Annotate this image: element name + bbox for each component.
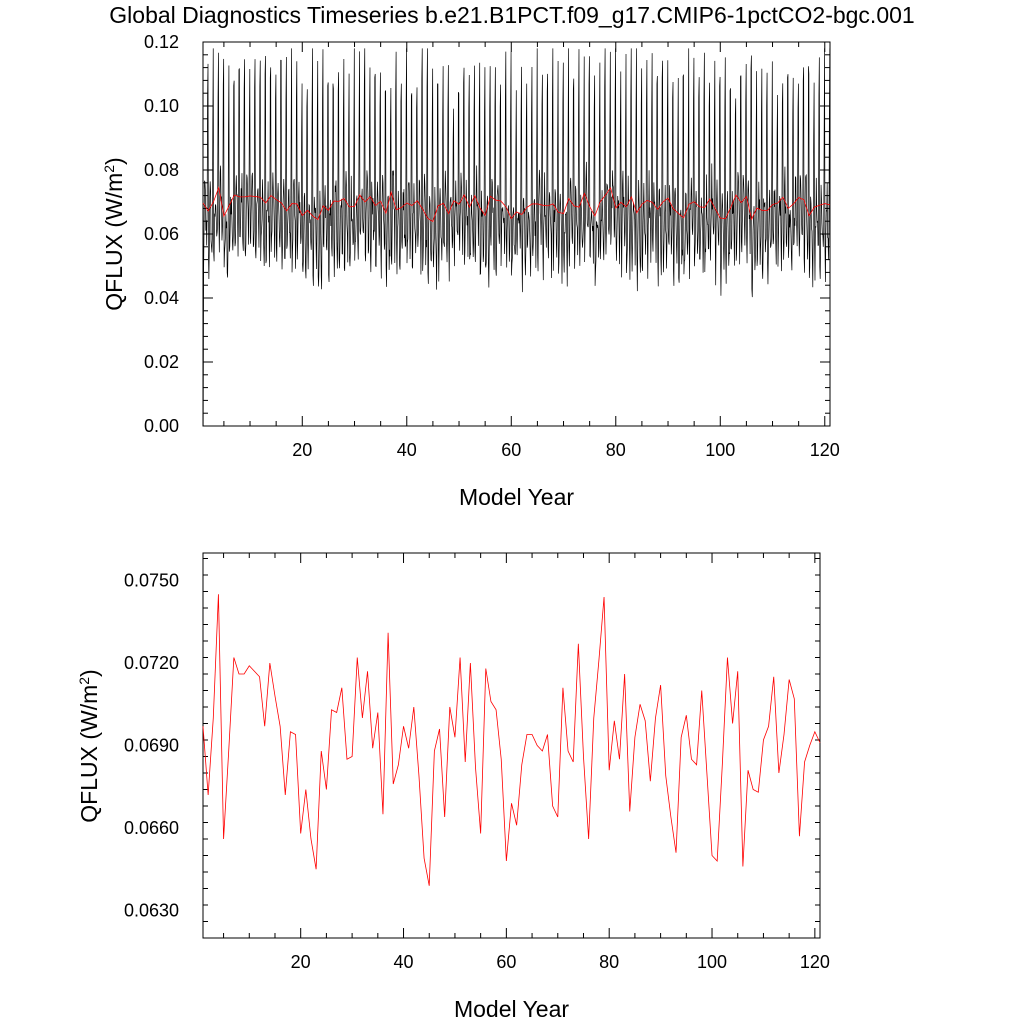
top-x-tick-labels: 20 40 60 80 100 120 bbox=[292, 440, 840, 460]
bot-x-tick-label: 40 bbox=[394, 952, 414, 972]
bottom-y-axis-title-main: QFLUX (W/m bbox=[76, 685, 102, 823]
bottom-x-axis-title: Model Year bbox=[454, 996, 569, 1022]
bottom-y-tick-labels: 0.0630 0.0660 0.0690 0.0720 0.0750 bbox=[124, 571, 179, 921]
bot-y-tick-label: 0.0660 bbox=[124, 818, 179, 838]
bottom-y-axis-title-close: ) bbox=[76, 669, 102, 677]
top-annual-mean-series-line bbox=[202, 186, 831, 223]
top-x-axis-title: Model Year bbox=[459, 484, 574, 510]
top-y-axis-title-sup: 2 bbox=[101, 165, 117, 173]
top-y-axis-title-close: ) bbox=[101, 157, 127, 165]
top-y-tick-label: 0.06 bbox=[144, 224, 179, 244]
top-monthly-series-line bbox=[202, 48, 831, 427]
bot-y-tick-label: 0.0690 bbox=[124, 736, 179, 756]
bottom-y-axis-title: QFLUX (W/m2) bbox=[76, 669, 102, 822]
bottom-axes bbox=[202, 552, 821, 939]
bottom-panel: 20 40 60 80 100 120 0.06300.06600.06900.07200… bbox=[76, 552, 830, 1022]
bot-x-tick-label: 80 bbox=[599, 952, 619, 972]
top-y-axis-title-main: QFLUX (W/m bbox=[101, 173, 127, 311]
top-x-tick-label: 40 bbox=[397, 440, 417, 460]
top-x-tick-label: 20 bbox=[292, 440, 312, 460]
bot-y-tick-label: 0.0630 bbox=[124, 901, 179, 921]
top-ticks bbox=[203, 41, 830, 427]
bottom-annual-mean-series-line bbox=[202, 594, 821, 886]
bottom-ticks bbox=[203, 553, 820, 939]
top-y-tick-labels: 0.00 0.02 0.04 0.06 0.08 0.10 0.12 bbox=[144, 32, 179, 436]
top-y-tick-label: 0.00 bbox=[144, 416, 179, 436]
bot-x-tick-label: 20 bbox=[291, 952, 311, 972]
bottom-y-axis-title-sup: 2 bbox=[76, 677, 92, 685]
top-x-tick-label: 100 bbox=[705, 440, 735, 460]
bot-y-tick-label: 0.0720 bbox=[124, 653, 179, 673]
figure-title: Global Diagnostics Timeseries b.e21.B1PC… bbox=[109, 2, 914, 28]
top-y-tick-label: 0.10 bbox=[144, 96, 179, 116]
top-y-tick-label: 0.08 bbox=[144, 160, 179, 180]
top-panel: 20 40 60 80 100 120 0.000.020.040.060.080.100… bbox=[101, 32, 840, 510]
bottom-x-tick-labels: 20 40 60 80 100 120 bbox=[291, 952, 830, 972]
bot-x-tick-label: 60 bbox=[496, 952, 516, 972]
bot-x-tick-label: 120 bbox=[800, 952, 830, 972]
top-x-tick-label: 60 bbox=[501, 440, 521, 460]
bot-x-tick-label: 100 bbox=[697, 952, 727, 972]
top-x-tick-label: 80 bbox=[606, 440, 626, 460]
bot-y-tick-label: 0.0750 bbox=[124, 571, 179, 591]
bot-plot-frame bbox=[202, 552, 821, 939]
top-y-tick-label: 0.04 bbox=[144, 288, 179, 308]
top-y-tick-label: 0.12 bbox=[144, 32, 179, 52]
top-y-axis-title: QFLUX (W/m2) bbox=[101, 157, 127, 310]
top-x-tick-label: 120 bbox=[810, 440, 840, 460]
top-y-tick-label: 0.02 bbox=[144, 352, 179, 372]
